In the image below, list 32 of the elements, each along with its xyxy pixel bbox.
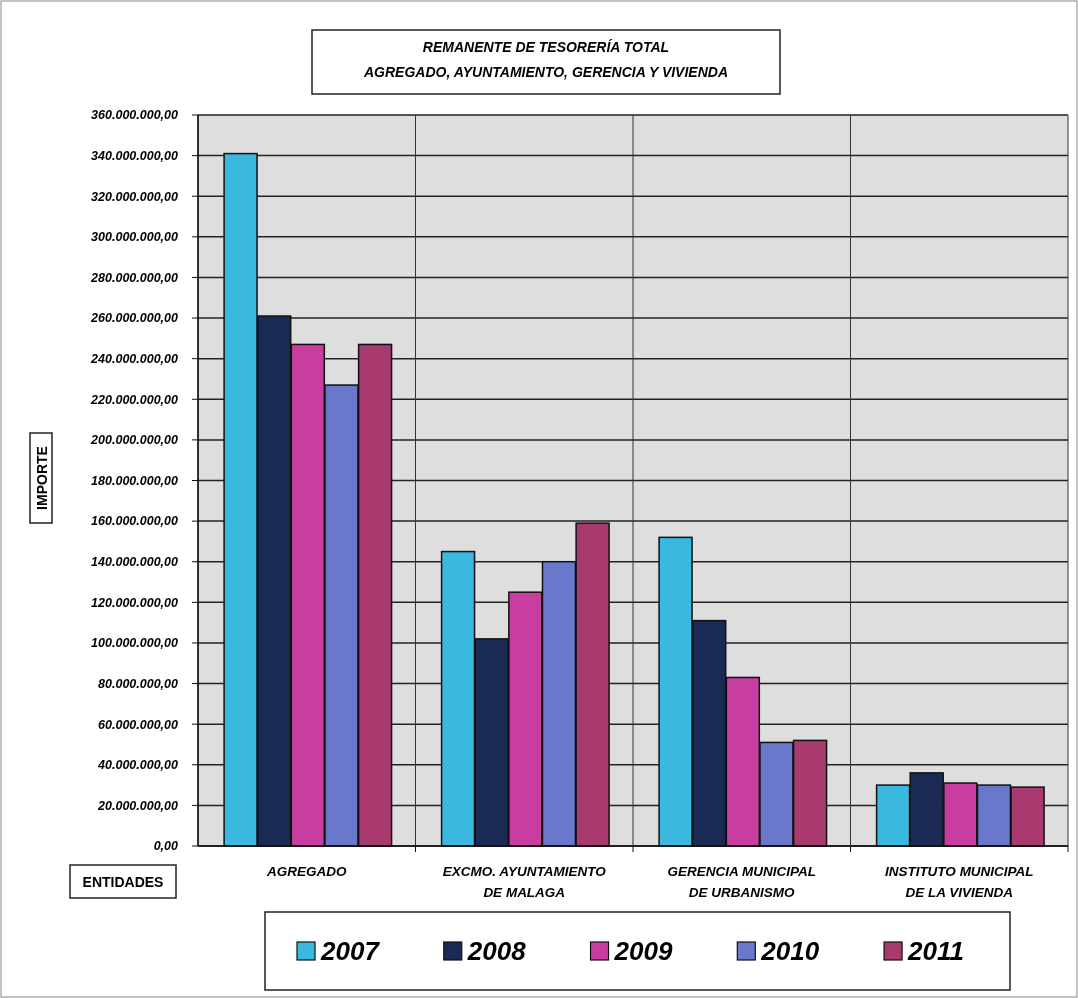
x-tick-label: EXCMO. AYUNTAMIENTO DE MALAGA [442,864,607,900]
y-tick-label: 60.000.000,00 [98,717,179,732]
y-tick-label: 140.000.000,00 [91,555,179,570]
y-axis-title: IMPORTE [34,446,50,510]
y-tick-label: 0,00 [153,839,179,854]
x-tick-label: GERENCIA MUNICIPAL DE URBANISMO [667,864,816,900]
legend-label: 2008 [466,936,527,967]
y-tick-label: 280.000.000,00 [90,270,179,285]
x-tick-label: INSTITUTO MUNICIPAL DE LA VIVIENDA [884,864,1034,900]
y-tick-label: 100.000.000,00 [91,636,179,651]
legend-label: 2011 [907,936,964,967]
y-tick-label: 160.000.000,00 [91,514,179,529]
chart-title: REMANENTE DE TESORERÍA TOTAL [422,39,670,55]
y-tick-label: 20.000.000,00 [97,798,179,813]
y-tick-label: 300.000.000,00 [91,230,179,245]
legend-label: 2010 [760,936,820,967]
y-tick-label: 240.000.000,00 [90,352,179,367]
y-tick-label: 120.000.000,00 [91,595,179,610]
y-tick-label: 40.000.000,00 [97,758,179,773]
x-axis-title: ENTIDADES [82,873,164,890]
y-tick-label: 180.000.000,00 [91,473,179,488]
chart-subtitle: AGREGADO, AYUNTAMIENTO, GERENCIA Y VIVIENDA [362,64,729,80]
legend-label: 2009 [613,936,673,967]
x-tick-label: AGREGADO [265,864,347,879]
y-tick-label: 360.000.000,00 [91,108,179,123]
y-tick-label: 200.000.000,00 [90,433,179,448]
y-tick-label: 260.000.000,00 [90,311,179,326]
y-tick-label: 80.000.000,00 [98,676,179,691]
legend-label: 2007 [320,936,381,967]
y-tick-label: 220.000.000,00 [90,392,179,407]
y-tick-label: 340.000.000,00 [91,148,179,163]
y-tick-label: 320.000.000,00 [91,189,179,204]
